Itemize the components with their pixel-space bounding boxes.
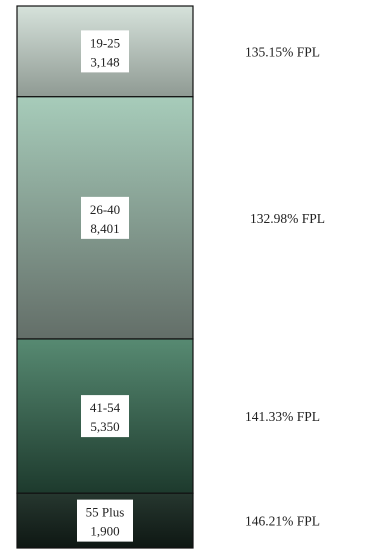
fpl-annotation-41-54: 141.33% FPL — [245, 409, 320, 424]
fpl-annotation-55-plus: 146.21% FPL — [245, 514, 320, 529]
segment-value-label: 5,350 — [90, 419, 119, 434]
segment-category-label: 19-25 — [90, 35, 120, 50]
segment-value-label: 8,401 — [90, 221, 119, 236]
segment-category-label: 41-54 — [90, 400, 121, 415]
segment-category-label: 26-40 — [90, 202, 120, 217]
fpl-annotation-19-25: 135.15% FPL — [245, 44, 320, 59]
segment-label-box-26-40 — [81, 196, 129, 239]
fpl-annotation-26-40: 132.98% FPL — [250, 211, 325, 226]
segment-category-label: 55 Plus — [86, 505, 125, 520]
segment-value-label: 3,148 — [90, 54, 119, 69]
segment-label-box-41-54 — [81, 395, 129, 438]
segment-label-box-55-plus — [77, 499, 133, 542]
segment-label-box-19-25 — [81, 30, 129, 73]
fpl-annotations: 135.15% FPL 132.98% FPL 141.33% FPL 146.21%… — [245, 44, 325, 528]
segment-value-label: 1,900 — [90, 524, 119, 539]
segment-labels: 19-25 3,148 26-40 8,401 41-54 5,350 55 Plus 1,9… — [77, 30, 133, 542]
chart-segments — [16, 5, 194, 549]
